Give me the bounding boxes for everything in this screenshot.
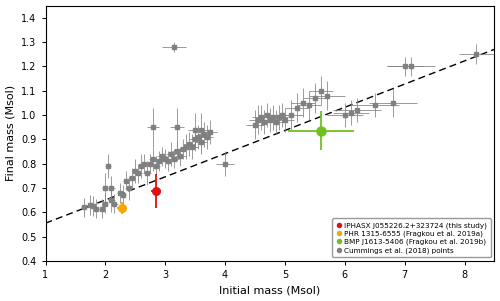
Legend: IPHASX J055226.2+323724 (this study), PHR 1315-6555 (Fragkou et al. 2019a), BMP : IPHASX J055226.2+323724 (this study), PH… bbox=[332, 219, 491, 257]
X-axis label: Initial mass (Msol): Initial mass (Msol) bbox=[220, 285, 320, 296]
Y-axis label: Final mass (Msol): Final mass (Msol) bbox=[6, 85, 16, 181]
